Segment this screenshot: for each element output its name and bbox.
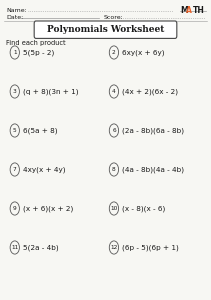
Text: (x - 8)(x - 6): (x - 8)(x - 6): [122, 205, 166, 212]
Text: 4: 4: [112, 89, 116, 94]
FancyBboxPatch shape: [34, 21, 177, 38]
Text: (6p - 5)(6p + 1): (6p - 5)(6p + 1): [122, 244, 179, 251]
Text: (4x + 2)(6x - 2): (4x + 2)(6x - 2): [122, 88, 178, 95]
Text: (q + 8)(3n + 1): (q + 8)(3n + 1): [23, 88, 79, 95]
Text: 6: 6: [112, 128, 116, 133]
Text: Polynomials Worksheet: Polynomials Worksheet: [47, 25, 164, 34]
Text: (x + 6)(x + 2): (x + 6)(x + 2): [23, 205, 73, 212]
Text: 6xy(x + 6y): 6xy(x + 6y): [122, 49, 165, 56]
Text: 4xy(x + 4y): 4xy(x + 4y): [23, 166, 66, 173]
Text: 8: 8: [112, 167, 116, 172]
Text: 1: 1: [13, 50, 17, 55]
Text: 9: 9: [13, 206, 17, 211]
Text: TH: TH: [192, 6, 204, 15]
Text: 5(2a - 4b): 5(2a - 4b): [23, 244, 59, 251]
Text: 7: 7: [13, 167, 17, 172]
Text: 5(5p - 2): 5(5p - 2): [23, 49, 54, 56]
Text: 6(5a + 8): 6(5a + 8): [23, 127, 58, 134]
Text: Score:: Score:: [103, 15, 123, 20]
Text: (4a - 8b)(4a - 4b): (4a - 8b)(4a - 4b): [122, 166, 184, 173]
Text: M: M: [180, 6, 188, 15]
Text: (2a - 8b)(6a - 8b): (2a - 8b)(6a - 8b): [122, 127, 184, 134]
Text: 11: 11: [11, 245, 18, 250]
Text: 5: 5: [13, 128, 17, 133]
Text: 3: 3: [13, 89, 17, 94]
Text: Date:: Date:: [6, 15, 24, 20]
Text: 10: 10: [110, 206, 118, 211]
Text: A: A: [186, 6, 192, 15]
Text: 2: 2: [112, 50, 116, 55]
Text: Name:: Name:: [6, 8, 27, 13]
Text: Find each product: Find each product: [6, 40, 66, 46]
Text: 12: 12: [110, 245, 118, 250]
